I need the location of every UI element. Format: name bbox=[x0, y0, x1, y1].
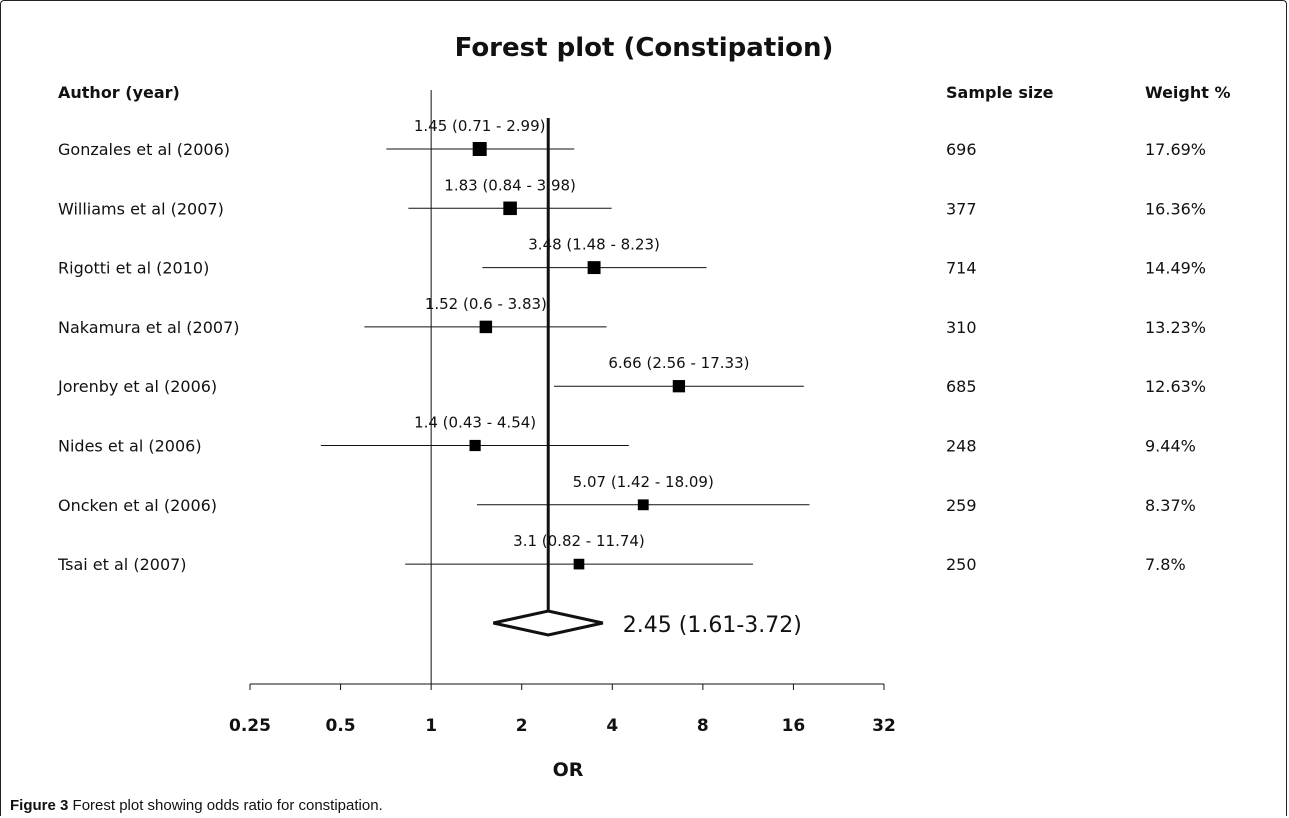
study-name: Nakamura et al (2007) bbox=[58, 318, 240, 337]
x-tick-label: 0.25 bbox=[229, 716, 271, 736]
x-axis-label: OR bbox=[553, 759, 584, 781]
x-tick-label: 1 bbox=[425, 716, 437, 736]
study-weight: 14.49% bbox=[1145, 259, 1206, 278]
x-tick-label: 8 bbox=[697, 716, 709, 736]
point-estimate bbox=[503, 201, 517, 216]
caption-text: Forest plot showing odds ratio for const… bbox=[72, 797, 383, 814]
sample-size: 248 bbox=[946, 437, 977, 456]
study-name: Rigotti et al (2010) bbox=[58, 259, 209, 278]
sample-column-header: Sample size bbox=[946, 83, 1054, 102]
study-name: Oncken et al (2006) bbox=[58, 496, 217, 515]
effect-label: 1.83 (0.84 - 3.98) bbox=[444, 176, 576, 194]
study-name: Nides et al (2006) bbox=[58, 437, 202, 456]
x-tick-label: 16 bbox=[782, 716, 806, 736]
point-estimate bbox=[479, 320, 493, 334]
x-tick-label: 32 bbox=[872, 716, 896, 736]
study-name: Jorenby et al (2006) bbox=[57, 377, 217, 396]
effect-label: 5.07 (1.42 - 18.09) bbox=[573, 473, 714, 491]
chart-title: Forest plot (Constipation) bbox=[455, 33, 834, 63]
forest-plot: Forest plot (Constipation) Author (year)… bbox=[57, 33, 1231, 781]
study-name: Williams et al (2007) bbox=[58, 199, 224, 218]
x-tick-label: 0.5 bbox=[326, 716, 356, 736]
sample-size: 310 bbox=[946, 318, 977, 337]
x-tick-label: 4 bbox=[606, 716, 618, 736]
study-weight: 8.37% bbox=[1145, 496, 1196, 515]
pooled-diamond bbox=[493, 609, 604, 637]
study-column-header: Author (year) bbox=[58, 83, 180, 102]
study-weight: 17.69% bbox=[1145, 140, 1206, 159]
study-weight: 9.44% bbox=[1145, 437, 1196, 456]
effect-label: 1.45 (0.71 - 2.99) bbox=[414, 117, 546, 135]
effect-label: 3.1 (0.82 - 11.74) bbox=[513, 532, 645, 550]
study-weight: 7.8% bbox=[1145, 555, 1186, 574]
point-estimate bbox=[469, 439, 481, 452]
point-estimate bbox=[637, 499, 649, 511]
point-estimate bbox=[672, 380, 686, 393]
point-estimate bbox=[573, 558, 585, 570]
point-estimate bbox=[587, 261, 601, 275]
caption-label: Figure 3 bbox=[10, 797, 69, 814]
study-weight: 13.23% bbox=[1145, 318, 1206, 337]
study-weight: 12.63% bbox=[1145, 377, 1206, 396]
sample-size: 696 bbox=[946, 140, 977, 159]
sample-size: 250 bbox=[946, 555, 977, 574]
sample-size: 377 bbox=[946, 199, 977, 218]
effect-label: 3.48 (1.48 - 8.23) bbox=[528, 236, 660, 254]
study-name: Gonzales et al (2006) bbox=[58, 140, 230, 159]
sample-size: 714 bbox=[946, 259, 977, 278]
effect-label: 1.4 (0.43 - 4.54) bbox=[414, 414, 536, 432]
weight-column-header: Weight % bbox=[1145, 83, 1231, 102]
sample-size: 259 bbox=[946, 496, 977, 515]
effect-label: 6.66 (2.56 - 17.33) bbox=[608, 354, 749, 372]
study-name: Tsai et al (2007) bbox=[57, 555, 187, 574]
point-estimate bbox=[472, 142, 487, 156]
figure-caption: Figure 3 Forest plot showing odds ratio … bbox=[10, 797, 383, 814]
pooled-label: 2.45 (1.61-3.72) bbox=[623, 613, 802, 638]
x-tick-label: 2 bbox=[516, 716, 528, 736]
effect-label: 1.52 (0.6 - 3.83) bbox=[425, 295, 547, 313]
study-weight: 16.36% bbox=[1145, 199, 1206, 218]
sample-size: 685 bbox=[946, 377, 977, 396]
